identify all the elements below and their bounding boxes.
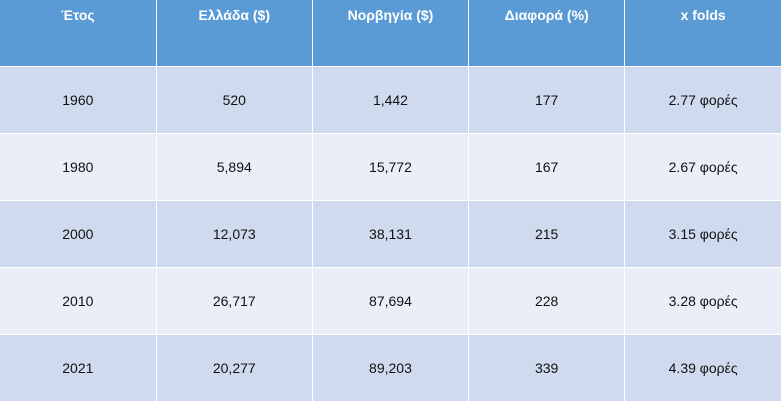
- cell-x-folds: 2.67 φορές: [624, 133, 781, 201]
- cell-greece: 5,894: [156, 133, 313, 201]
- cell-year: 2010: [0, 267, 157, 335]
- header-norway: Νορβηγία ($): [312, 0, 470, 67]
- cell-year: 2021: [0, 334, 157, 402]
- table-body: 1960 520 1,442 177 2.77 φορές 1980 5,894…: [0, 66, 781, 402]
- cell-difference: 228: [468, 267, 626, 335]
- cell-norway: 1,442: [312, 66, 470, 134]
- cell-difference: 339: [468, 334, 626, 402]
- cell-x-folds: 4.39 φορές: [624, 334, 781, 402]
- header-greece: Ελλάδα ($): [156, 0, 313, 67]
- header-row: Έτος Ελλάδα ($) Νορβηγία ($) Διαφορά (%)…: [0, 0, 781, 67]
- cell-norway: 38,131: [312, 200, 470, 268]
- table-row: 1960 520 1,442 177 2.77 φορές: [0, 66, 781, 134]
- cell-year: 1960: [0, 66, 157, 134]
- cell-x-folds: 3.15 φορές: [624, 200, 781, 268]
- cell-year: 1980: [0, 133, 157, 201]
- header-x-folds: x folds: [624, 0, 781, 67]
- table-row: 2000 12,073 38,131 215 3.15 φορές: [0, 200, 781, 268]
- table-row: 1980 5,894 15,772 167 2.67 φορές: [0, 133, 781, 201]
- table-header: Έτος Ελλάδα ($) Νορβηγία ($) Διαφορά (%)…: [0, 0, 781, 67]
- cell-norway: 89,203: [312, 334, 470, 402]
- cell-difference: 167: [468, 133, 626, 201]
- cell-greece: 12,073: [156, 200, 313, 268]
- header-year: Έτος: [0, 0, 157, 67]
- cell-norway: 87,694: [312, 267, 470, 335]
- header-difference: Διαφορά (%): [468, 0, 626, 67]
- table-row: 2010 26,717 87,694 228 3.28 φορές: [0, 267, 781, 335]
- cell-greece: 520: [156, 66, 313, 134]
- cell-greece: 26,717: [156, 267, 313, 335]
- cell-difference: 215: [468, 200, 626, 268]
- cell-difference: 177: [468, 66, 626, 134]
- table-row: 2021 20,277 89,203 339 4.39 φορές: [0, 334, 781, 402]
- cell-greece: 20,277: [156, 334, 313, 402]
- cell-x-folds: 3.28 φορές: [624, 267, 781, 335]
- cell-year: 2000: [0, 200, 157, 268]
- cell-norway: 15,772: [312, 133, 470, 201]
- cell-x-folds: 2.77 φορές: [624, 66, 781, 134]
